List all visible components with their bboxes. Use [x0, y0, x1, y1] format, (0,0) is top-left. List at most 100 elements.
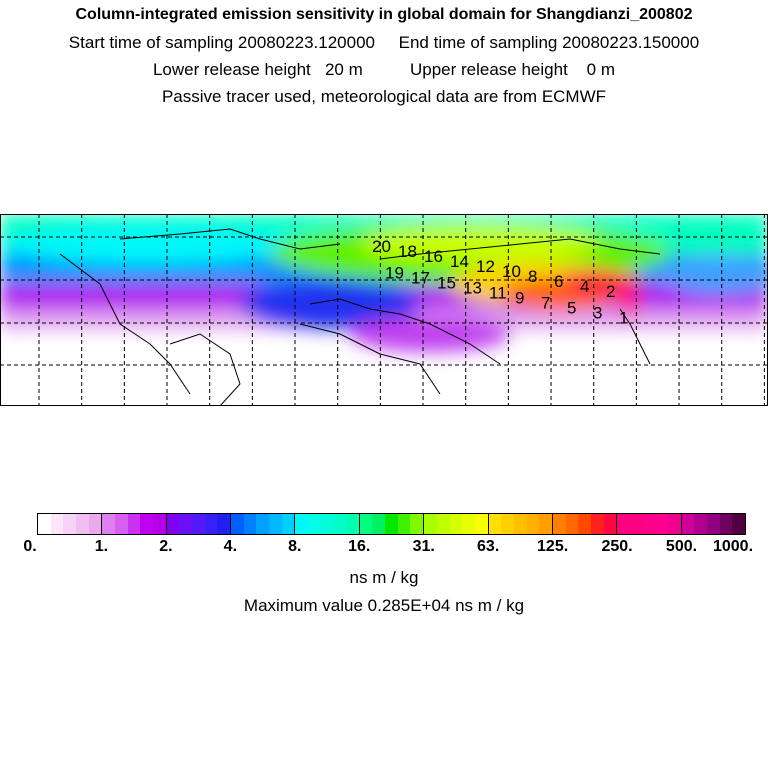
- colorbar-swatch: [501, 514, 514, 534]
- colorbar-tick-label: 250.: [601, 538, 633, 555]
- colorbar-segment: [359, 514, 425, 534]
- colorbar-swatch: [603, 514, 617, 534]
- colorbar-swatch: [102, 514, 116, 534]
- colorbar-swatch: [281, 514, 295, 534]
- colorbar-swatch: [719, 514, 733, 534]
- trajectory-label: 11: [489, 284, 507, 303]
- colorbar-tick-label: 2.: [159, 538, 173, 555]
- trajectory-label: 13: [463, 279, 482, 298]
- colorbar-swatch: [308, 514, 321, 534]
- colorbar-swatch: [256, 514, 270, 534]
- colorbar-swatch: [462, 514, 475, 534]
- colorbar-swatch: [76, 514, 89, 534]
- graticule: [0, 214, 768, 406]
- trajectory-label: 9: [515, 289, 524, 308]
- colorbar-swatch: [140, 514, 154, 534]
- trajectory-label: 5: [567, 299, 576, 318]
- colorbar-tick-label: 1.: [94, 538, 109, 555]
- colorbar-swatch: [333, 514, 347, 534]
- colorbar-segment: [295, 514, 360, 534]
- colorbar: [37, 513, 746, 535]
- trajectory-label: 14: [450, 252, 469, 271]
- colorbar-unit: ns m / kg: [349, 568, 419, 587]
- colorbar-segment: [617, 514, 682, 534]
- trajectory-label: 18: [398, 242, 417, 261]
- colorbar-swatch: [694, 514, 707, 534]
- colorbar-swatch: [488, 514, 502, 534]
- colorbar-segment: [552, 514, 618, 534]
- colorbar-swatch: [410, 514, 424, 534]
- colorbar-swatch: [372, 514, 386, 534]
- colorbar-swatch: [655, 514, 668, 534]
- colorbar-swatch: [667, 514, 681, 534]
- colorbar-swatch: [243, 514, 257, 534]
- trajectory-label: 20: [372, 237, 391, 256]
- colorbar-tick-label: 500.: [665, 538, 698, 555]
- colorbar-swatch: [63, 514, 77, 534]
- colorbar-segment: [424, 514, 489, 534]
- colorbar-swatch: [217, 514, 231, 534]
- colorbar-swatch: [320, 514, 334, 534]
- colorbar-swatch: [204, 514, 218, 534]
- colorbar-tick-label: 63.: [477, 538, 500, 555]
- colorbar-tick-label: 16.: [348, 538, 371, 555]
- colorbar-segment: [166, 514, 232, 534]
- colorbar-segment: [488, 514, 553, 534]
- colorbar-swatch: [681, 514, 695, 534]
- colorbar-tick-label: 125.: [537, 538, 569, 555]
- colorbar-swatch: [192, 514, 205, 534]
- colorbar-swatch: [526, 514, 540, 534]
- colorbar-tick-label: 31.: [412, 538, 435, 555]
- trajectory-label: 12: [476, 257, 495, 276]
- colorbar-segment: [38, 514, 103, 534]
- coastlines-outline: [59, 228, 661, 406]
- colorbar-swatch: [617, 514, 630, 534]
- colorbar-swatch: [359, 514, 373, 534]
- colorbar-swatch: [231, 514, 244, 534]
- trajectory-label: 19: [385, 264, 404, 283]
- colorbar-swatch: [397, 514, 411, 534]
- colorbar-swatch: [732, 514, 745, 534]
- colorbar-tick-label: 0.: [23, 538, 37, 555]
- colorbar-swatch: [629, 514, 643, 534]
- trajectory-label: 15: [437, 274, 456, 293]
- colorbar-swatch: [346, 514, 359, 534]
- trajectory-label: 16: [424, 247, 443, 266]
- trajectory-label: 10: [502, 262, 521, 281]
- colorbar-swatch: [590, 514, 604, 534]
- trajectory-label: 8: [528, 267, 537, 286]
- trajectory-label: 6: [554, 272, 563, 291]
- colorbar-swatch: [578, 514, 591, 534]
- maximum-value: Maximum value 0.285E+04 ns m / kg: [243, 596, 525, 615]
- colorbar-swatch: [385, 514, 398, 534]
- sampling-times: Start time of sampling 20080223.120000 E…: [68, 33, 700, 52]
- colorbar-swatch: [269, 514, 282, 534]
- colorbar-swatch: [539, 514, 552, 534]
- colorbar-swatch: [88, 514, 102, 534]
- colorbar-swatch: [706, 514, 720, 534]
- colorbar-swatch: [513, 514, 527, 534]
- trajectory-label: 1: [619, 309, 628, 328]
- colorbar-swatch: [642, 514, 656, 534]
- colorbar-segment: [102, 514, 167, 534]
- trajectory-label: 17: [411, 269, 430, 288]
- tracer-info: Passive tracer used, meteorological data…: [161, 87, 607, 106]
- trajectory-label: 2: [606, 282, 615, 301]
- colorbar-swatch: [295, 514, 309, 534]
- colorbar-swatch: [424, 514, 437, 534]
- trajectory-label: 4: [580, 277, 589, 296]
- colorbar-tick-label: 8.: [288, 538, 302, 555]
- release-heights: Lower release height 20 m Upper release …: [152, 60, 616, 79]
- colorbar-swatch: [449, 514, 463, 534]
- colorbar-segment: [231, 514, 296, 534]
- colorbar-segment: [681, 514, 745, 534]
- colorbar-swatch: [38, 514, 51, 534]
- colorbar-swatch: [50, 514, 64, 534]
- colorbar-swatch: [166, 514, 180, 534]
- colorbar-swatch: [127, 514, 141, 534]
- colorbar-swatch: [552, 514, 566, 534]
- colorbar-tick-label: 4.: [223, 538, 238, 555]
